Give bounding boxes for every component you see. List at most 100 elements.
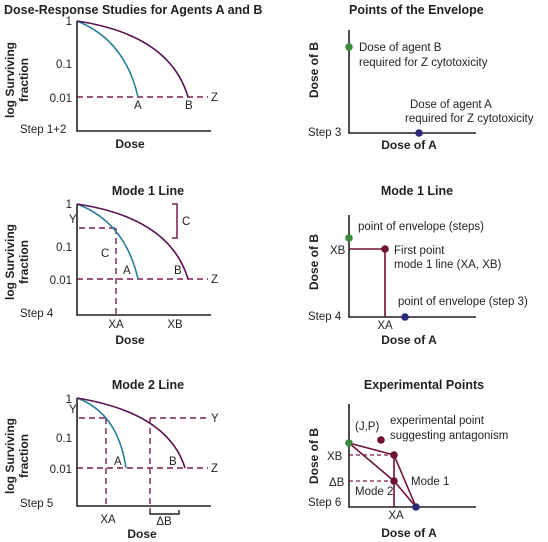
panel5-ylabel-line1: log Surviving <box>3 418 17 494</box>
panel6-label-jp: (J,P) <box>355 421 379 433</box>
panel5-tick-0.01: 0.01 <box>50 464 72 476</box>
panel6-mode1-point <box>390 451 398 459</box>
panel5-label-a: A <box>114 456 122 468</box>
panel2-title: Points of the Envelope <box>349 3 484 17</box>
panel6-label-mode1: Mode 1 <box>411 476 449 488</box>
panel5-tick-1: 1 <box>66 394 72 406</box>
panel1-step: Step 1+2 <box>20 124 66 136</box>
panel3-xlabel: Dose <box>115 333 145 347</box>
panel3-ylabel-line2: fraction <box>17 240 31 284</box>
panel6-note-exp-line2: suggesting antagonism <box>390 430 508 442</box>
panel5-label-xa: XA <box>100 514 116 526</box>
panel3-curve-a <box>76 203 139 280</box>
panel5-label-delta-b: ΔB <box>156 516 172 528</box>
panel1-axes <box>76 21 211 132</box>
panel4-note-envelope: point of envelope (steps) <box>358 221 484 233</box>
panel3-label-c-bracket: C <box>182 216 190 228</box>
panel6-label-delta-b: ΔB <box>329 477 345 489</box>
panel4-xlabel: Dose of A <box>381 333 437 347</box>
panel2-note-a-line1: Dose of agent A <box>410 99 492 111</box>
panel6-note-exp-line1: experimental point <box>390 415 485 427</box>
panel5-step: Step 5 <box>20 498 53 510</box>
panel1-curve-a <box>76 20 139 98</box>
panel-mode2-curves: Mode 2 Line log Surviving fraction 1 0.1… <box>3 378 219 541</box>
panel6-xlabel: Dose of A <box>381 526 437 540</box>
panel3-label-a: A <box>123 265 131 277</box>
panel6-envelope-point-b <box>345 439 353 447</box>
panel6-mode2-point <box>390 477 398 485</box>
panel5-ylabel-line2: fraction <box>17 434 31 478</box>
panel3-ylabel-line1: log Surviving <box>3 224 17 300</box>
panel5-curve-b <box>76 397 186 469</box>
panel-experimental-points: Experimental Points Dose of B Step 6 (J,… <box>307 378 508 540</box>
panel5-label-b: B <box>169 456 177 468</box>
panel-dose-response: Dose-Response Studies for Agents A and B… <box>3 3 262 151</box>
panel2-axes <box>348 30 476 134</box>
panel1-tick-0.1: 0.1 <box>56 59 72 71</box>
panel4-note-first-line2: mode 1 line (XA, XB) <box>394 259 502 271</box>
panel4-mode1-path <box>349 248 386 317</box>
panel4-note-envelope-step3: point of envelope (step 3) <box>398 296 528 308</box>
panel4-label-xa: XA <box>377 320 393 332</box>
panel3-step: Step 4 <box>20 308 54 320</box>
panel6-title: Experimental Points <box>364 378 484 392</box>
panel5-title: Mode 2 Line <box>112 378 184 392</box>
panel1-tick-1: 1 <box>66 16 72 28</box>
panel3-label-y: Y <box>69 214 77 226</box>
panel4-title: Mode 1 Line <box>381 184 453 198</box>
panel2-note-b-line1: Dose of agent B <box>359 42 442 54</box>
panel5-delta-b-bracket <box>149 510 180 515</box>
panel3-tick-0.01: 0.01 <box>50 275 72 287</box>
panel6-envelope-point-a <box>412 503 420 511</box>
panel2-note-a-line2: required for Z cytotoxicity <box>405 113 534 125</box>
panel4-first-point <box>381 245 389 253</box>
panel-mode1-line: Mode 1 Line Dose of B Step 4 XB point of… <box>307 184 528 347</box>
panel3-label-xa: XA <box>108 319 124 331</box>
panel3-label-c: C <box>101 248 109 260</box>
panel5-label-y-right: Y <box>211 413 219 425</box>
panel6-step: Step 6 <box>308 497 341 509</box>
panel4-envelope-point <box>345 234 353 242</box>
panel5-label-y-left: Y <box>69 404 77 416</box>
panel2-envelope-point-b <box>345 43 353 51</box>
panel2-xlabel: Dose of A <box>381 138 437 152</box>
panel6-axes <box>348 404 476 508</box>
panel5-tick-0.1: 0.1 <box>56 433 72 445</box>
panel2-step: Step 3 <box>308 127 341 139</box>
panel1-tick-0.01: 0.01 <box>50 93 72 105</box>
panel1-label-z: Z <box>211 92 218 104</box>
panel1-title: Dose-Response Studies for Agents A and B <box>4 3 262 17</box>
panel1-label-b: B <box>185 100 193 112</box>
panel1-curve-b <box>76 20 189 98</box>
panel3-tick-1: 1 <box>66 199 72 211</box>
panel3-c-bracket <box>172 203 178 239</box>
panel5-axes <box>76 398 211 507</box>
panel5-label-z: Z <box>211 463 218 475</box>
panel3-tick-0.1: 0.1 <box>56 242 72 254</box>
panel3-label-b: B <box>174 265 182 277</box>
panel2-ylabel: Dose of B <box>307 42 321 98</box>
panel4-note-first-line1: First point <box>394 245 445 257</box>
panel6-ylabel: Dose of B <box>307 428 321 484</box>
panel5-xlabel: Dose <box>127 527 157 541</box>
panel4-step: Step 4 <box>308 311 342 323</box>
panel-mode1-curves: Mode 1 Line log Surviving fraction 1 0.1… <box>3 184 218 347</box>
panel3-axes <box>76 204 211 316</box>
panel6-experimental-point <box>377 436 385 444</box>
panel5-curve-a <box>76 397 127 469</box>
panel-points-envelope: Points of the Envelope Dose of B Step 3 … <box>307 3 534 152</box>
panel1-ylabel-line1: log Surviving <box>3 42 17 118</box>
panel6-label-mode2: Mode 2 <box>355 486 393 498</box>
panel2-note-b-line2: required for Z cytotoxicity <box>359 57 488 69</box>
panel4-envelope-point-step3 <box>401 313 409 321</box>
panel3-curve-b <box>76 203 189 280</box>
panel3-title: Mode 1 Line <box>112 184 184 198</box>
panel4-ylabel: Dose of B <box>307 234 321 290</box>
panel1-label-a: A <box>134 100 142 112</box>
panel3-label-xb: XB <box>167 319 183 331</box>
panel3-label-z: Z <box>211 274 218 286</box>
panel1-xlabel: Dose <box>115 137 145 151</box>
panel6-label-xb: XB <box>327 451 343 463</box>
panel4-label-xb: XB <box>330 245 346 257</box>
